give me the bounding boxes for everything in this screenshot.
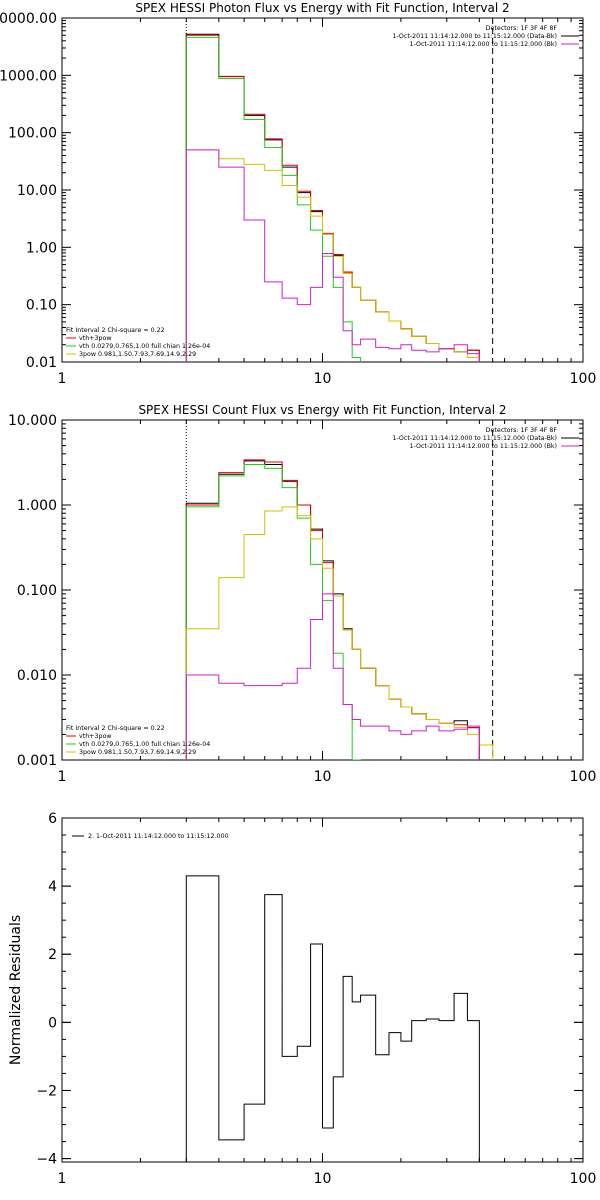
panel-2: SPEX HESSI Count Flux vs Energy with Fit…: [8, 403, 596, 785]
series-line-3: [185, 149, 480, 362]
y-tick-label: 1.00: [26, 240, 57, 256]
panel-1: SPEX HESSI Photon Flux vs Energy with Fi…: [0, 1, 596, 387]
y-axis-label: Normalized Residuals: [8, 915, 24, 1065]
legend-bottom-entry: 3pow 0.981,1.50,7.93,7.69,14.9,2.29: [79, 749, 196, 756]
legend-top-entry: 1-Oct-2011 11:14:12.000 to 11:15:12.000 …: [392, 435, 557, 442]
x-tick-label: 10: [314, 1171, 332, 1187]
series-line-0: [185, 875, 480, 1162]
legend-bottom-entry: vth+3pow: [79, 733, 111, 740]
x-tick-label: 100: [570, 769, 597, 785]
series-line-3: [185, 506, 494, 760]
y-tick-label: 4: [48, 879, 57, 895]
y-tick-label: 0000.00: [0, 11, 57, 27]
legend-bottom-entry: Fit Interval 2 Chi-square = 0.22: [66, 725, 165, 732]
legend-bottom-entry: Fit Interval 2 Chi-square = 0.22: [66, 327, 165, 334]
chart-title: SPEX HESSI Photon Flux vs Energy with Fi…: [135, 1, 509, 15]
y-tick-label: 100.00: [8, 126, 57, 142]
legend-top-entry: Detectors: 1F 3F 4F 8F: [486, 427, 558, 434]
y-tick-label: 1.000: [17, 498, 57, 514]
y-tick-label: 0: [48, 1015, 57, 1031]
series-group: [185, 875, 480, 1162]
x-tick-label: 10: [314, 371, 332, 387]
legend-top-entry: 1-Oct-2011 11:14:12.000 to 11:15:12.000 …: [392, 33, 557, 40]
x-tick-label: 100: [570, 1171, 597, 1187]
series-group: [185, 33, 480, 362]
y-tick-label: −4: [36, 1152, 57, 1168]
series-line-4: [185, 593, 480, 760]
chart-title: SPEX HESSI Count Flux vs Energy with Fit…: [138, 403, 506, 417]
y-tick-label: 0.001: [17, 753, 57, 769]
series-group: [185, 459, 494, 760]
y-tick-label: 10.000: [8, 413, 57, 429]
y-tick-label: 6: [48, 811, 57, 827]
legend-bottom-entry: 3pow 0.981,1.50,7.93,7.69,14.9,2.29: [79, 351, 196, 358]
y-tick-label: 0.010: [17, 668, 57, 684]
legend-top-entry: 1-Oct-2011 11:14:12.000 to 11:15:12.000 …: [410, 443, 557, 450]
series-line-2: [185, 36, 362, 362]
y-tick-label: 1000.00: [0, 68, 57, 84]
x-tick-label: 1: [58, 1171, 67, 1187]
y-tick-label: 0.10: [26, 298, 57, 314]
legend-bottom-entry: vth 0.0279,0.765,1.00 full chian 1.26e-0…: [79, 343, 210, 350]
series-line-4: [185, 149, 480, 362]
x-tick-label: 1: [58, 769, 67, 785]
x-tick-label: 10: [314, 769, 332, 785]
legend-entry: 2. 1-Oct-2011 11:14:12.000 to 11:15:12.0…: [88, 833, 229, 840]
y-tick-label: 10.00: [17, 183, 57, 199]
y-tick-label: 2: [48, 947, 57, 963]
x-tick-label: 1: [58, 371, 67, 387]
panel-3: 1 10 100 −4 −2 0 2 4 6 Normalized Residuals 2. 1-O…: [8, 811, 596, 1187]
y-tick-label: 0.100: [17, 583, 57, 599]
x-tick-label: 100: [570, 371, 597, 387]
y-tick-label: 0.01: [26, 355, 57, 371]
legend-top-entry: 1-Oct-2011 11:14:12.000 to 11:15:12.000 …: [410, 41, 557, 48]
legend-bottom-entry: vth+3pow: [79, 335, 111, 342]
y-tick-label: −2: [36, 1083, 57, 1099]
legend-top-entry: Detectors: 1F 3F 4F 8F: [486, 25, 558, 32]
legend-bottom-entry: vth 0.0279,0.765,1.00 full chian 1.26e-0…: [79, 741, 210, 748]
